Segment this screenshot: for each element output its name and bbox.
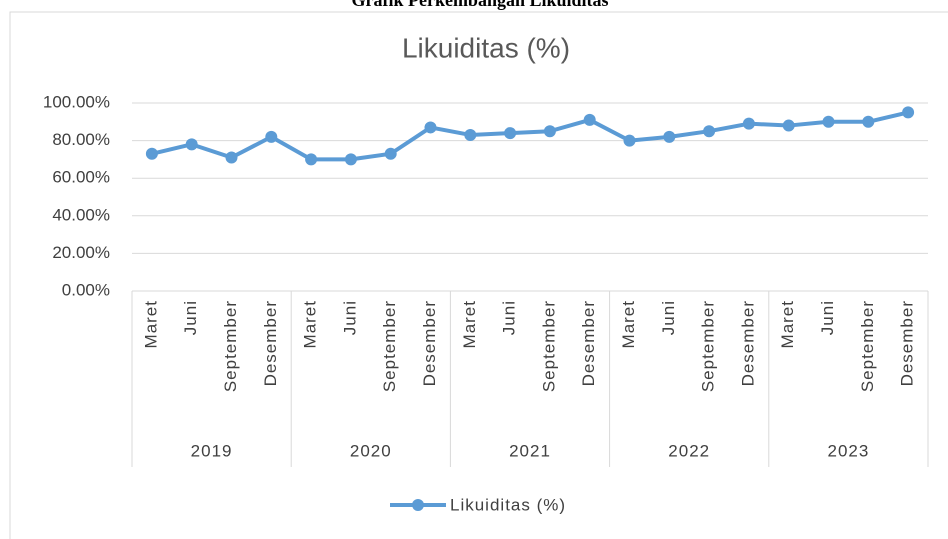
x-tick-label: Juni	[181, 300, 200, 335]
x-tick-label: Desember	[420, 300, 439, 386]
group-label: 2019	[191, 441, 233, 460]
marker	[185, 138, 198, 151]
x-tick-label: Juni	[340, 300, 359, 335]
x-tick-label: September	[221, 300, 240, 392]
marker	[742, 117, 755, 130]
legend-marker	[412, 499, 424, 511]
x-tick-label: Maret	[619, 300, 638, 348]
group-label: 2023	[827, 441, 869, 460]
x-tick-label: Maret	[301, 300, 320, 348]
y-tick-label: 20.00%	[52, 243, 110, 262]
group-label: 2021	[509, 441, 551, 460]
marker	[145, 147, 158, 160]
marker	[663, 130, 676, 143]
marker	[623, 134, 636, 147]
x-tick-label: Maret	[778, 300, 797, 348]
y-tick-label: 60.00%	[52, 168, 110, 187]
chart-title: Likuiditas (%)	[402, 32, 570, 63]
x-tick-label: September	[539, 300, 558, 392]
marker	[782, 119, 795, 132]
marker	[424, 121, 437, 134]
x-tick-label: Desember	[738, 300, 757, 386]
page-title: Grafik Perkembangan Likuiditas	[351, 0, 608, 10]
line	[151, 110, 909, 162]
marker	[504, 127, 517, 140]
marker	[703, 125, 716, 138]
x-tick-label: Juni	[500, 300, 519, 335]
marker	[822, 115, 835, 128]
marker	[225, 151, 238, 164]
marker	[464, 128, 477, 141]
x-tick-label: Juni	[659, 300, 678, 335]
x-tick-label: Desember	[261, 300, 280, 386]
y-tick-label: 80.00%	[52, 130, 110, 149]
chart-border	[9, 11, 948, 539]
marker	[305, 153, 318, 166]
marker	[902, 106, 915, 119]
marker	[344, 153, 357, 166]
legend-label: Likuiditas (%)	[450, 495, 566, 514]
y-tick-label: 0.00%	[62, 280, 110, 299]
x-tick-label: Juni	[818, 300, 837, 335]
x-tick-label: September	[380, 300, 399, 392]
x-tick-label: Maret	[141, 300, 160, 348]
x-tick-label: September	[858, 300, 877, 392]
marker	[583, 113, 596, 126]
group-label: 2020	[350, 441, 392, 460]
marker	[543, 125, 556, 138]
x-tick-label: Desember	[579, 300, 598, 386]
x-tick-label: September	[699, 300, 718, 392]
marker	[265, 130, 278, 143]
x-tick-label: Desember	[898, 300, 917, 386]
marker	[384, 147, 397, 160]
y-tick-label: 40.00%	[52, 205, 110, 224]
x-tick-label: Maret	[460, 300, 479, 348]
group-label: 2022	[668, 441, 710, 460]
y-tick-label: 100.00%	[43, 92, 110, 111]
marker	[862, 115, 875, 128]
